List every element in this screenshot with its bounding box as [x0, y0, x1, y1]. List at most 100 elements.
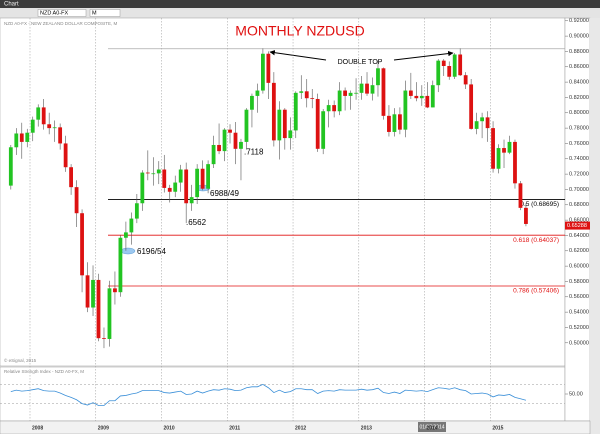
rsi-line: [10, 383, 527, 406]
candle-body: [354, 92, 358, 94]
candle-body: [25, 132, 30, 142]
candle-body: [167, 187, 172, 192]
candle-body: [74, 187, 79, 214]
last-price-label: 0.65288: [567, 223, 587, 229]
candle-body: [408, 90, 413, 96]
y-tick-label: 0.58000: [569, 279, 589, 285]
candle-body: [134, 203, 139, 219]
candle-body: [343, 90, 347, 96]
candle-body: [403, 90, 408, 130]
y-tick-label: 0.92000: [569, 18, 589, 24]
candle-body: [463, 75, 468, 85]
candle-body: [69, 167, 73, 188]
y-tick-label: 0.82000: [569, 95, 589, 101]
candle-body: [282, 109, 287, 139]
candle-body: [8, 147, 13, 186]
date-label: 01/07/2014: [419, 424, 444, 430]
candle-body: [458, 54, 463, 76]
candle-body: [513, 141, 517, 184]
candle-body: [304, 91, 309, 99]
candle-body: [387, 115, 391, 132]
legend-text: NZD A0-FX - NEW ZEALAND DOLLAR COMPOSITE…: [4, 21, 118, 26]
interval-input[interactable]: [89, 9, 121, 17]
candle-body: [496, 148, 501, 169]
x-tick-label: 2015: [492, 425, 503, 431]
candle-body: [140, 172, 145, 204]
price-note: .7118: [244, 148, 264, 157]
y-tick-label: 0.78000: [569, 126, 589, 132]
candle-body: [337, 90, 342, 112]
x-tick-label: 2013: [361, 425, 372, 431]
candle-body: [36, 107, 41, 120]
y-tick-label: 0.72000: [569, 172, 589, 178]
candle-body: [277, 109, 282, 141]
range-note: 6196/54: [137, 247, 166, 256]
candle-body: [217, 144, 221, 152]
candle-body: [63, 143, 68, 168]
y-tick-label: 0.80000: [569, 110, 589, 116]
y-tick-label: 0.52000: [569, 325, 589, 331]
candle-body: [348, 92, 353, 96]
candle-body: [151, 173, 156, 175]
candle-body: [222, 129, 227, 152]
y-tick-label: 0.74000: [569, 156, 589, 162]
candle-body: [145, 172, 150, 174]
level-label: 0.5 (0.68695): [520, 201, 559, 208]
candle-body: [293, 92, 298, 131]
price-axis: [564, 17, 591, 422]
rsi-title: Relative Strength Index - NZD A0-FX, M: [4, 369, 84, 374]
candle-body: [430, 85, 435, 108]
x-tick-label: 2014: [427, 425, 438, 431]
candle-body: [239, 141, 243, 149]
candle-body: [425, 95, 430, 108]
candle-body: [381, 68, 386, 116]
interval-text: M: [92, 10, 97, 16]
y-tick-label: 0.90000: [569, 34, 589, 40]
candle-body: [266, 53, 271, 83]
candle-body: [156, 169, 161, 174]
candle-body: [58, 127, 63, 144]
price-note: .6562: [186, 218, 207, 227]
candle-body: [326, 105, 331, 112]
y-tick-label: 0.84000: [569, 80, 589, 86]
level-label: 0.618 (0.64037): [513, 237, 559, 244]
candle-body: [398, 114, 402, 130]
y-tick-label: 0.88000: [569, 49, 589, 55]
candle-body: [14, 133, 19, 148]
y-tick-label: 0.70000: [569, 187, 589, 193]
candle-body: [41, 107, 46, 125]
candle-body: [255, 90, 260, 96]
candle-body: [491, 128, 495, 169]
arrow: [269, 50, 327, 61]
candle-body: [441, 60, 446, 67]
candle-body: [206, 164, 210, 189]
candle-body: [365, 83, 369, 94]
y-tick-label: 0.86000: [569, 64, 589, 70]
candle-body: [102, 338, 106, 339]
y-tick-label: 0.76000: [569, 141, 589, 147]
candle-body: [474, 121, 479, 129]
candle-body: [392, 114, 397, 132]
date-box: [418, 422, 446, 432]
candle-body: [129, 218, 134, 233]
y-tick-label: 0.56000: [569, 294, 589, 300]
candle-body: [359, 83, 364, 93]
candle-body: [85, 275, 90, 308]
copyright: © eSignal, 2015: [4, 357, 37, 363]
x-tick-label: 2010: [164, 425, 175, 431]
candle-body: [118, 237, 123, 293]
level-label: 0.786 (0.57406): [513, 288, 559, 295]
candle-body: [480, 117, 484, 122]
candle-body: [30, 119, 35, 133]
candle-body: [321, 111, 326, 149]
candle-body: [189, 197, 194, 204]
candle-body: [173, 182, 178, 192]
candle-body: [502, 148, 506, 153]
candle-body: [211, 144, 216, 165]
side-strip: [590, 18, 600, 434]
rsi-tick-label: 50.00: [569, 391, 583, 397]
symbol-input[interactable]: [37, 9, 87, 17]
candle-body: [261, 53, 265, 91]
